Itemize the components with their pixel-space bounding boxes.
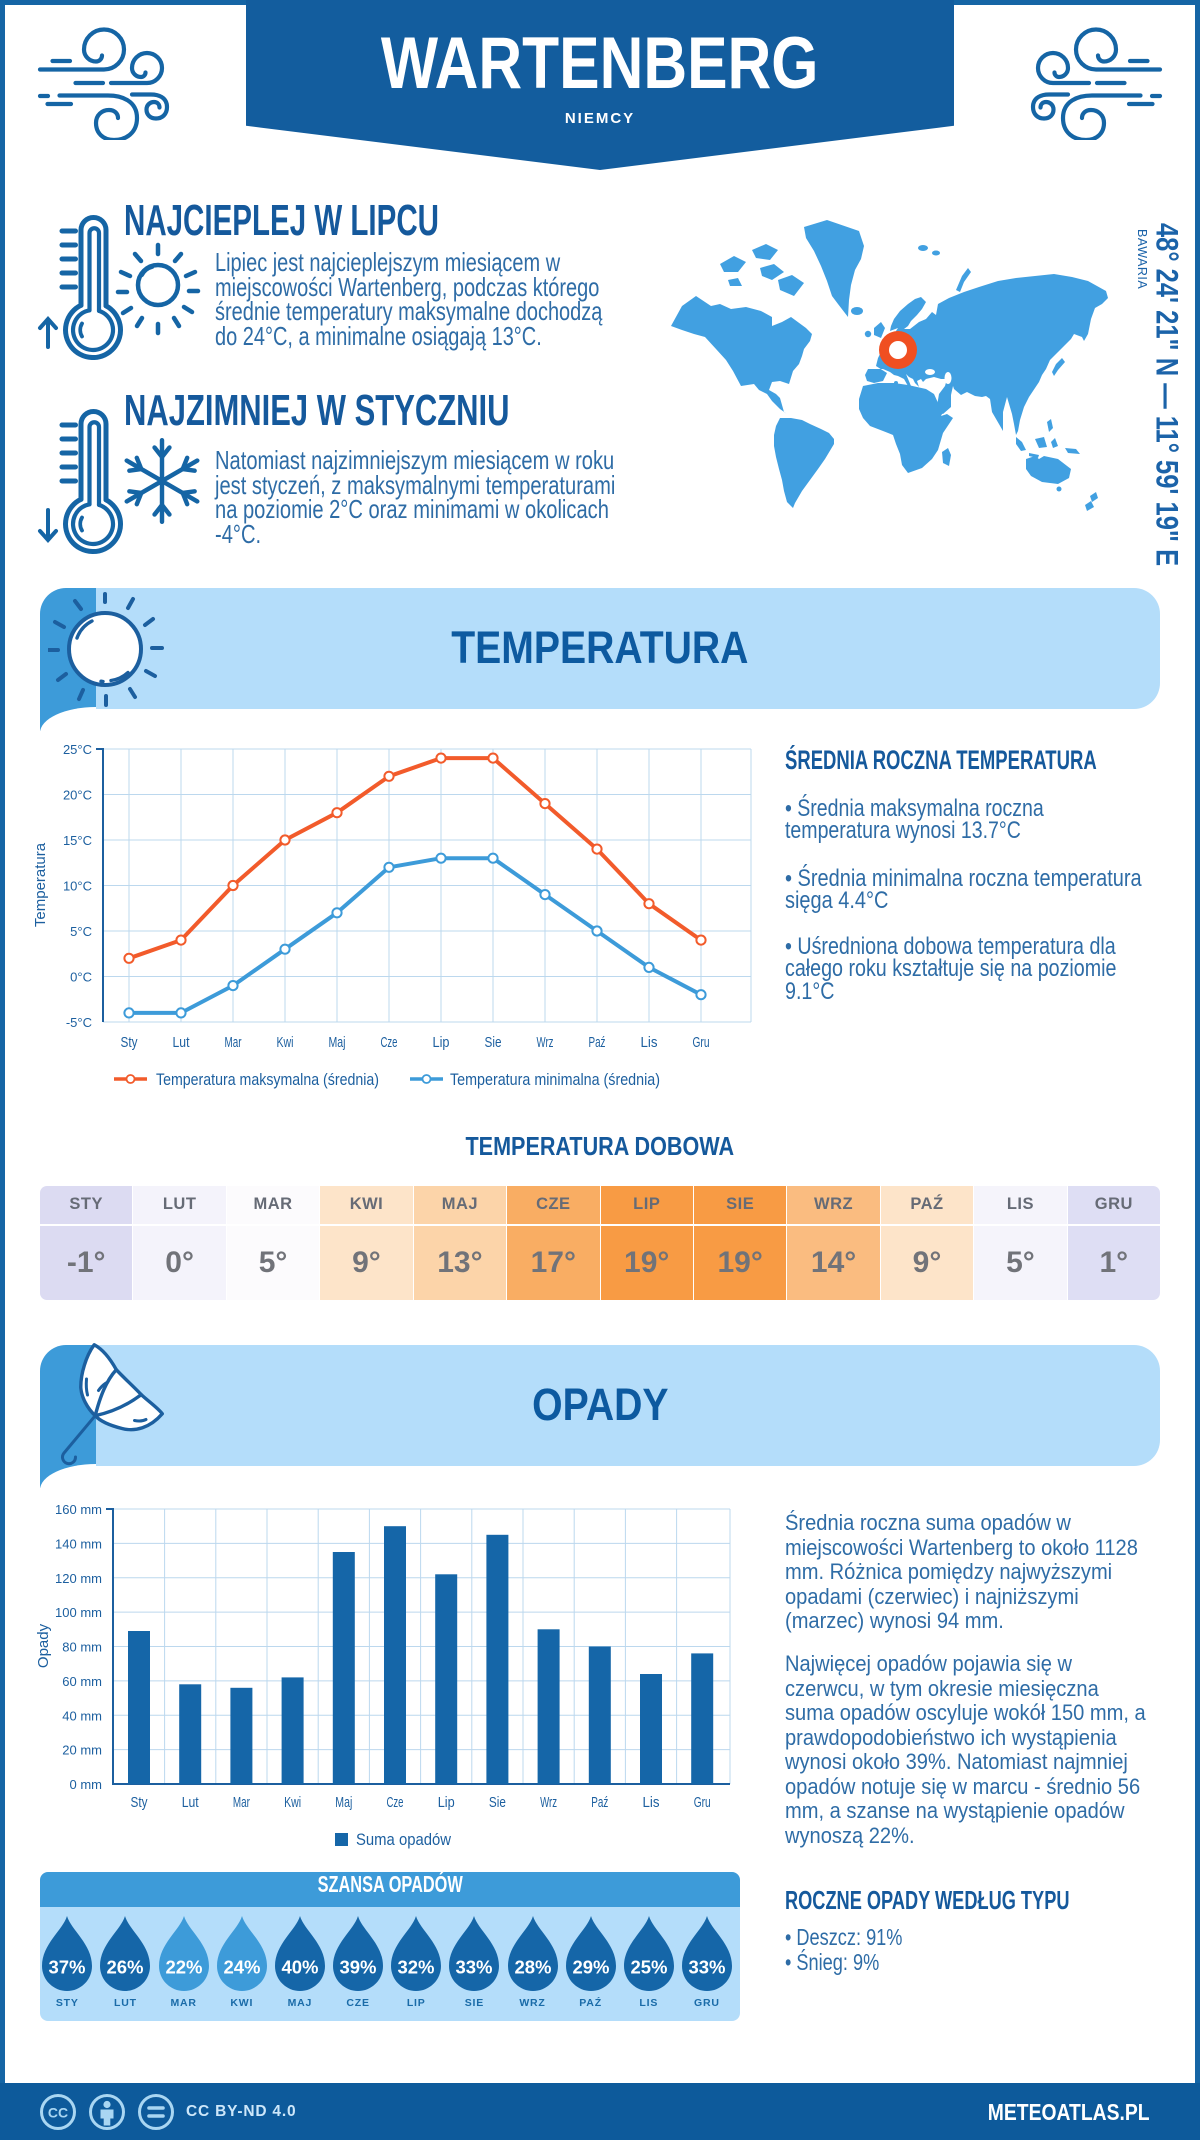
svg-text:Cze: Cze (381, 1035, 398, 1051)
svg-text:140 mm: 140 mm (55, 1536, 102, 1551)
svg-text:Lut: Lut (182, 1795, 199, 1811)
svg-text:Kwi: Kwi (277, 1035, 294, 1051)
svg-text:Sty: Sty (121, 1035, 139, 1051)
svg-text:120 mm: 120 mm (55, 1571, 102, 1586)
svg-text:10°C: 10°C (63, 879, 92, 894)
svg-text:33%: 33% (456, 1957, 493, 1978)
svg-text:39%: 39% (340, 1957, 377, 1978)
svg-text:Lip: Lip (438, 1795, 455, 1811)
svg-text:Cze: Cze (387, 1795, 404, 1811)
svg-text:Mar: Mar (225, 1035, 242, 1051)
svg-text:Temperatura maksymalna (średni: Temperatura maksymalna (średnia) (156, 1070, 379, 1089)
svg-text:33%: 33% (688, 1957, 725, 1978)
svg-text:Gru: Gru (693, 1035, 710, 1051)
svg-text:Sty: Sty (131, 1795, 149, 1811)
svg-text:25°C: 25°C (63, 742, 92, 757)
svg-text:Gru: Gru (694, 1795, 711, 1811)
svg-text:Temperatura: Temperatura (32, 842, 49, 927)
svg-text:37%: 37% (49, 1957, 86, 1978)
svg-text:20°C: 20°C (63, 788, 92, 803)
svg-text:40 mm: 40 mm (62, 1708, 102, 1723)
svg-text:100 mm: 100 mm (55, 1605, 102, 1620)
svg-text:Lis: Lis (643, 1795, 660, 1811)
svg-text:Wrz: Wrz (537, 1035, 554, 1051)
svg-text:Maj: Maj (329, 1035, 346, 1051)
svg-text:Wrz: Wrz (540, 1795, 557, 1811)
svg-text:CC: CC (48, 2105, 68, 2121)
svg-text:15°C: 15°C (63, 833, 92, 848)
svg-text:22%: 22% (165, 1957, 202, 1978)
svg-text:Mar: Mar (233, 1795, 250, 1811)
svg-text:Paź: Paź (589, 1035, 606, 1051)
svg-text:24%: 24% (223, 1957, 260, 1978)
svg-text:Sie: Sie (485, 1035, 502, 1051)
svg-text:Suma opadów: Suma opadów (356, 1830, 452, 1849)
svg-text:32%: 32% (398, 1957, 435, 1978)
svg-text:60 mm: 60 mm (62, 1674, 102, 1689)
svg-text:28%: 28% (514, 1957, 551, 1978)
svg-text:80 mm: 80 mm (62, 1640, 102, 1655)
svg-text:Paź: Paź (591, 1795, 608, 1811)
svg-text:5°C: 5°C (70, 924, 92, 939)
svg-text:Lis: Lis (641, 1035, 658, 1051)
svg-text:29%: 29% (572, 1957, 609, 1978)
svg-text:40%: 40% (281, 1957, 318, 1978)
svg-text:Temperatura minimalna (średnia: Temperatura minimalna (średnia) (450, 1070, 660, 1089)
svg-text:Sie: Sie (489, 1795, 506, 1811)
svg-text:160 mm: 160 mm (55, 1502, 102, 1517)
svg-text:25%: 25% (630, 1957, 667, 1978)
svg-text:0°C: 0°C (70, 970, 92, 985)
svg-text:Opady: Opady (35, 1623, 52, 1668)
svg-text:Lut: Lut (173, 1035, 190, 1051)
svg-text:0 mm: 0 mm (70, 1777, 103, 1792)
svg-text:20 mm: 20 mm (62, 1743, 102, 1758)
svg-text:-5°C: -5°C (66, 1015, 92, 1030)
svg-text:Kwi: Kwi (284, 1795, 301, 1811)
svg-text:Lip: Lip (433, 1035, 450, 1051)
svg-text:26%: 26% (107, 1957, 144, 1978)
svg-text:Maj: Maj (335, 1795, 352, 1811)
